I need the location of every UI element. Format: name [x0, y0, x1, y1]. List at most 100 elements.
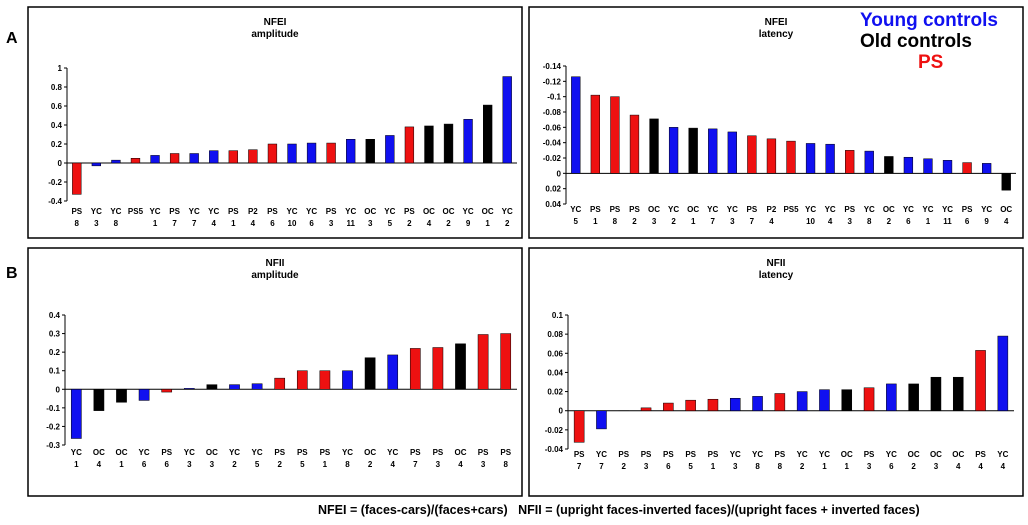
- section-label-b: B: [6, 265, 18, 282]
- x-label-number: 6: [164, 460, 169, 469]
- bar-oc-4: [952, 376, 964, 411]
- bar-p2-4: [766, 138, 777, 174]
- x-label-number: 8: [755, 462, 760, 471]
- x-label-number: 4: [97, 460, 102, 469]
- y-tick-label: 0.1: [49, 367, 61, 376]
- x-label-group: PS: [864, 450, 875, 459]
- x-label-group: YC: [727, 205, 738, 214]
- bar-ps-3: [477, 334, 489, 390]
- bar-ps-1: [590, 94, 600, 174]
- bar-yc-5: [571, 76, 581, 174]
- bar-oc-2: [364, 357, 376, 390]
- y-tick-label: 0.4: [51, 121, 63, 130]
- x-label-number: 9: [466, 219, 471, 228]
- x-label-group: OC: [423, 207, 435, 216]
- bar-ps-6: [161, 389, 173, 393]
- bar-oc-2: [908, 383, 919, 411]
- bar-oc-4: [1001, 173, 1011, 191]
- y-tick-label: 1: [58, 64, 63, 73]
- legend-young-controls: Young controls: [860, 10, 998, 31]
- bar-ps-3: [326, 142, 336, 164]
- y-tick-label: 0.6: [51, 102, 63, 111]
- x-label-group: YC: [903, 205, 914, 214]
- x-label-group: YC: [387, 448, 398, 457]
- y-tick-label: -0.06: [543, 123, 562, 132]
- bar-ps-5: [685, 399, 696, 411]
- bar-ps-3: [863, 387, 875, 411]
- x-label-number: 2: [887, 217, 892, 226]
- bar-ps-8: [774, 393, 786, 411]
- x-label-number: 6: [142, 460, 147, 469]
- x-label-number: 1: [845, 462, 850, 471]
- y-tick-label: -0.4: [48, 197, 62, 206]
- x-label-number: 4: [956, 462, 961, 471]
- x-label-number: 7: [750, 217, 755, 226]
- y-tick-label: 0.02: [545, 185, 561, 194]
- bar-yc-1: [150, 155, 160, 164]
- x-label-number: 5: [300, 460, 305, 469]
- y-tick-label: -0.08: [543, 108, 562, 117]
- chart-title: NFEI: [264, 17, 287, 28]
- x-label-group: PS: [404, 207, 415, 216]
- x-label-number: 1: [323, 460, 328, 469]
- x-label-number: 6: [889, 462, 894, 471]
- x-label-number: 8: [503, 460, 508, 469]
- bar-yc-4: [209, 150, 219, 164]
- bar-ps-4: [975, 350, 986, 411]
- y-tick-label: -0.3: [46, 441, 60, 450]
- x-label-group: PS: [274, 448, 285, 457]
- y-tick-label: 0: [56, 385, 61, 394]
- bar-yc-4: [387, 354, 399, 390]
- x-label-group: YC: [149, 207, 160, 216]
- bar-yc-7: [189, 153, 199, 164]
- y-tick-label: 0.04: [545, 200, 561, 209]
- bar-ps-2: [274, 377, 286, 390]
- x-label-group: YC: [997, 450, 1008, 459]
- x-label-group: PS5: [128, 207, 144, 216]
- bar-yc-2: [502, 76, 512, 164]
- bar-yc-1: [70, 389, 82, 439]
- bar-yc-4: [997, 335, 1009, 411]
- x-label-number: 5: [574, 217, 579, 226]
- x-label-group: OC: [883, 205, 895, 214]
- x-label-number: 4: [1004, 217, 1009, 226]
- bar-oc-1: [483, 104, 493, 164]
- bar-yc-3: [729, 398, 741, 411]
- x-label-group: PS: [708, 450, 719, 459]
- bar-yc-7: [596, 410, 607, 430]
- x-label-group: PS: [320, 448, 331, 457]
- y-tick-label: 0.06: [547, 349, 563, 358]
- x-label-number: 3: [481, 460, 486, 469]
- x-label-number: 4: [427, 219, 432, 228]
- nfei-definition: NFEI = (faces-cars)/(faces+cars): [318, 503, 508, 517]
- bar-ps-1: [707, 398, 719, 411]
- bar-yc-6: [306, 142, 317, 164]
- x-label-group: P2: [767, 205, 777, 214]
- bar-yc-9: [982, 163, 992, 174]
- x-label-number: 1: [485, 219, 490, 228]
- x-label-group: YC: [886, 450, 897, 459]
- chart-frame: [528, 6, 1024, 239]
- bar-yc-6: [138, 389, 150, 401]
- x-label-group: PS: [844, 205, 855, 214]
- x-label-group: PS: [775, 450, 786, 459]
- bar-yc-2: [796, 391, 808, 411]
- legend-ps: PS: [918, 52, 944, 73]
- x-label-group: PS: [433, 448, 444, 457]
- bar-ps-7: [169, 153, 180, 164]
- x-label-group: PS: [161, 448, 172, 457]
- x-label-number: 2: [368, 460, 373, 469]
- x-label-group: PS: [663, 450, 674, 459]
- x-label-group: PS: [618, 450, 629, 459]
- x-label-group: PS: [975, 450, 986, 459]
- x-label-number: 10: [288, 219, 297, 228]
- bar-ps-8: [500, 333, 512, 390]
- bar-yc-8: [111, 159, 121, 164]
- x-label-number: 3: [733, 462, 738, 471]
- bar-oc-2: [884, 156, 894, 174]
- bar-ps-3: [640, 407, 652, 411]
- x-label-group: YC: [189, 207, 200, 216]
- y-tick-label: 0.08: [547, 330, 563, 339]
